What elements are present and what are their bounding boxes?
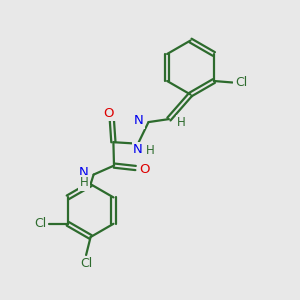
Text: H: H [80,176,88,190]
Text: Cl: Cl [235,76,247,89]
Text: N: N [134,114,143,127]
Text: O: O [139,163,149,176]
Text: Cl: Cl [34,217,46,230]
Text: H: H [177,116,186,129]
Text: N: N [79,166,88,179]
Text: H: H [146,144,155,157]
Text: Cl: Cl [80,257,92,270]
Text: N: N [133,143,143,156]
Text: O: O [104,106,114,120]
